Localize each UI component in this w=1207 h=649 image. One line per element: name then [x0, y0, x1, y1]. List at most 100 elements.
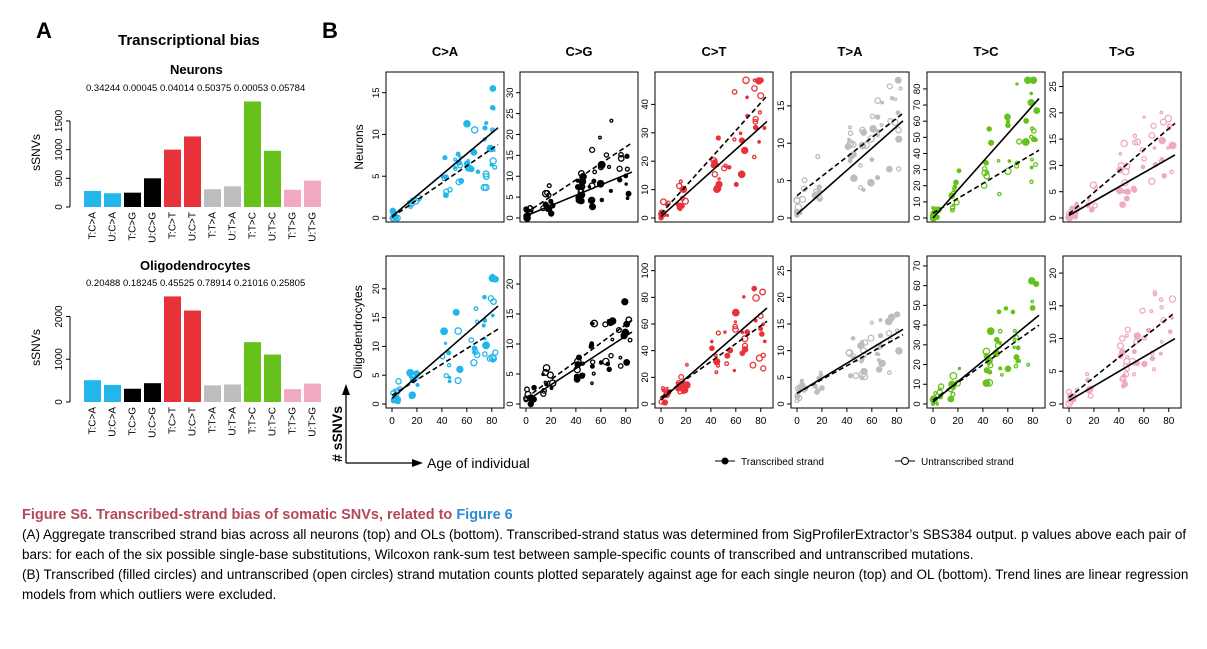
trend-transcribed [1068, 154, 1176, 217]
y-tick-label: 20 [371, 284, 382, 295]
data-point [609, 118, 614, 123]
bar [224, 186, 241, 207]
data-point [988, 139, 995, 146]
data-point [1029, 179, 1034, 185]
age-axis-label: Age of individual [427, 455, 530, 471]
legend-filled-marker [721, 457, 729, 465]
data-point [887, 313, 896, 322]
y-tick-label: 5 [776, 375, 787, 380]
data-point [1134, 138, 1142, 146]
data-point [999, 372, 1004, 377]
data-point [986, 126, 992, 132]
panel-a-letter: A [36, 18, 52, 43]
y-tick-label: 10 [640, 184, 651, 195]
trend-untranscribed [932, 149, 1040, 214]
data-point [715, 330, 722, 336]
bar [264, 150, 281, 207]
plot-frame [926, 255, 1046, 409]
x-tick-label: 20 [545, 416, 557, 427]
data-point [627, 337, 633, 343]
y-tick-label: 10 [912, 197, 923, 208]
data-point [486, 355, 494, 362]
y-tick-label: 10 [776, 138, 787, 149]
data-point [758, 326, 764, 332]
data-point [415, 382, 420, 387]
data-point [1118, 151, 1123, 156]
bar [164, 149, 181, 207]
panel-title: C>A [432, 44, 459, 59]
y-tick-label: 15 [505, 150, 516, 161]
category-label: T:T>G [288, 407, 299, 435]
plot-frame [519, 255, 639, 409]
data-point [458, 177, 465, 184]
scatter-panel-4: 0 10 20 30 40 50 60 70 0 20 40 60 80 [912, 255, 1046, 427]
caption-title: Figure S6. Transcribed-strand bias of so… [22, 507, 457, 523]
data-point [860, 367, 868, 375]
data-point [1010, 309, 1016, 315]
data-point [1016, 138, 1023, 145]
y-tick-label: 10 [505, 339, 516, 350]
data-point [755, 354, 764, 362]
data-point [847, 130, 854, 137]
data-point [950, 391, 956, 397]
data-point [984, 369, 990, 374]
data-point [1084, 372, 1090, 377]
data-point [455, 151, 461, 157]
category-label: T:T>A [208, 212, 219, 239]
data-point [473, 351, 481, 359]
data-point [468, 337, 475, 344]
y-tick-label: 30 [640, 128, 651, 139]
caption-para-a: (A) Aggregate transcribed strand bias ac… [22, 527, 1187, 562]
data-point [1115, 186, 1124, 195]
y-tick-label: 0 [640, 215, 651, 220]
caption-para-b: (B) Transcribed (filled circles) and unt… [22, 567, 1189, 602]
data-point [1016, 358, 1022, 363]
data-point [741, 342, 749, 349]
data-point [546, 183, 552, 189]
ols-bar-chart: 0 1000 2000 sSNVs T:C>A U:C>A T:C>G U:C>G T:C>T U… [29, 296, 321, 438]
y-tick-label: 20 [505, 279, 516, 290]
y-tick-label: 0 [54, 399, 65, 405]
data-point [1159, 339, 1164, 344]
y-tick-label: 10 [371, 129, 382, 140]
trend-transcribed [660, 120, 768, 218]
data-point [1158, 351, 1163, 356]
x-tick-label: 20 [680, 416, 692, 427]
axis-guide: Age of individual # sSNVs [330, 384, 530, 471]
y-tick-label: 5 [371, 373, 382, 378]
panel-b-letter: B [322, 18, 338, 43]
y-tick-label: 0 [371, 401, 382, 406]
data-point [1092, 202, 1098, 209]
data-point [860, 340, 864, 344]
data-point [1130, 185, 1137, 192]
data-point [475, 169, 481, 175]
category-label: U:T>C [268, 212, 279, 241]
category-label: U:T>G [308, 407, 319, 437]
data-point [540, 390, 547, 397]
panel-title: C>T [702, 44, 727, 59]
data-point [709, 345, 715, 352]
data-point [617, 155, 625, 162]
data-point [452, 308, 460, 316]
data-point [751, 85, 758, 92]
ssnv-axis-label: # sSNVs [330, 406, 345, 462]
data-point [1152, 292, 1158, 297]
data-point [759, 288, 767, 296]
figure-6-link[interactable]: Figure 6 [456, 507, 513, 523]
trend-transcribed [932, 98, 1040, 219]
data-point [447, 186, 453, 193]
scatter-panel-0: C>A 0 5 10 15 [371, 44, 505, 223]
trend-transcribed [525, 331, 633, 402]
trend-untranscribed [660, 320, 768, 398]
data-point [885, 329, 893, 337]
data-point [606, 366, 612, 373]
scatter-panel-5: 0 5 10 15 20 0 20 40 60 80 [1048, 255, 1182, 427]
data-point [981, 165, 988, 172]
data-point [1167, 329, 1173, 335]
bar [164, 296, 181, 402]
data-point [1141, 335, 1148, 341]
y-tick-label: 40 [912, 148, 923, 159]
bar [84, 190, 101, 207]
data-point [592, 169, 598, 175]
y-tick-label: 0 [776, 401, 787, 406]
